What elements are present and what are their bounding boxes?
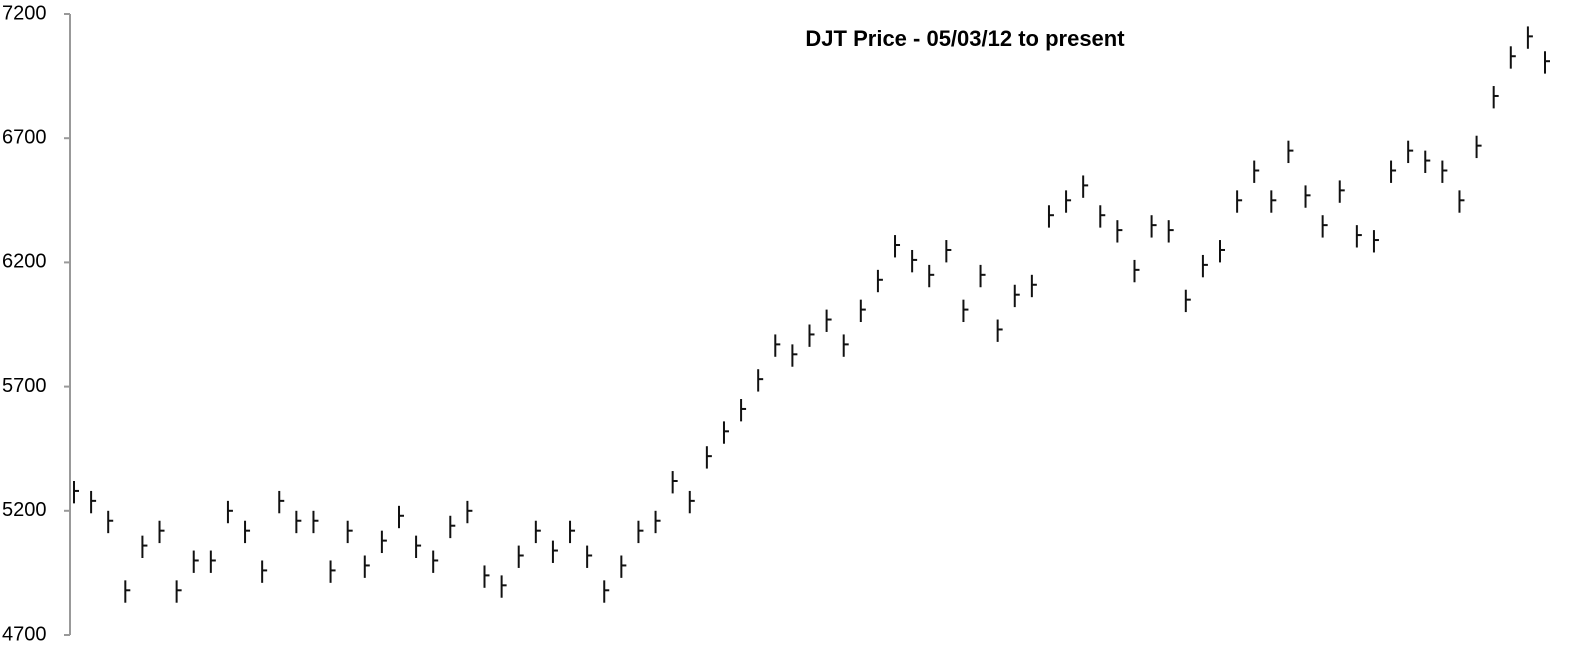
y-tick-label: 4700 bbox=[2, 623, 47, 645]
y-tick-label: 5700 bbox=[2, 375, 47, 397]
y-tick-label: 6200 bbox=[2, 251, 47, 273]
y-tick-label: 5200 bbox=[2, 499, 47, 521]
chart-title: DJT Price - 05/03/12 to present bbox=[805, 26, 1125, 51]
y-tick-label: 7200 bbox=[2, 2, 47, 24]
y-tick-label: 6700 bbox=[2, 126, 47, 148]
